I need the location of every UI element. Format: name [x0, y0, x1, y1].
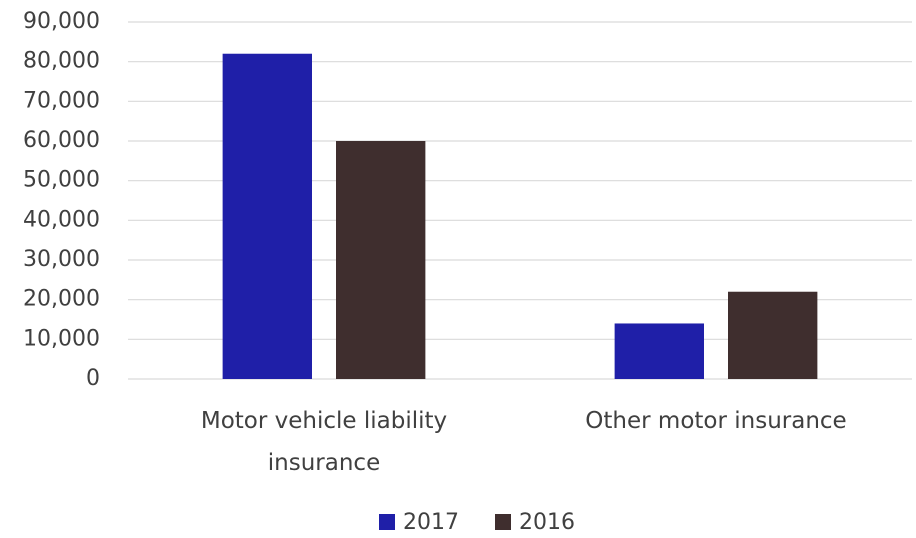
- y-tick-label: 30,000: [23, 247, 100, 272]
- y-tick-label: 60,000: [23, 128, 100, 153]
- bar: [614, 323, 704, 379]
- y-tick-label: 90,000: [23, 9, 100, 34]
- bar: [222, 53, 312, 379]
- bar: [728, 291, 818, 379]
- y-tick-label: 10,000: [23, 326, 100, 351]
- legend-swatch: [495, 514, 511, 530]
- y-tick-label: 70,000: [23, 88, 100, 113]
- bar: [336, 141, 426, 379]
- legend-swatch: [379, 514, 395, 530]
- legend-label: 2016: [519, 510, 575, 535]
- x-tick-label: Motor vehicle liability insurance: [200, 408, 448, 476]
- y-tick-label: 80,000: [23, 49, 100, 74]
- x-tick-label: Other motor insurance: [585, 408, 847, 434]
- y-tick-label: 0: [86, 366, 100, 391]
- y-tick-label: 50,000: [23, 168, 100, 193]
- y-tick-label: 20,000: [23, 287, 100, 312]
- y-tick-label: 40,000: [23, 207, 100, 232]
- legend-label: 2017: [403, 510, 459, 535]
